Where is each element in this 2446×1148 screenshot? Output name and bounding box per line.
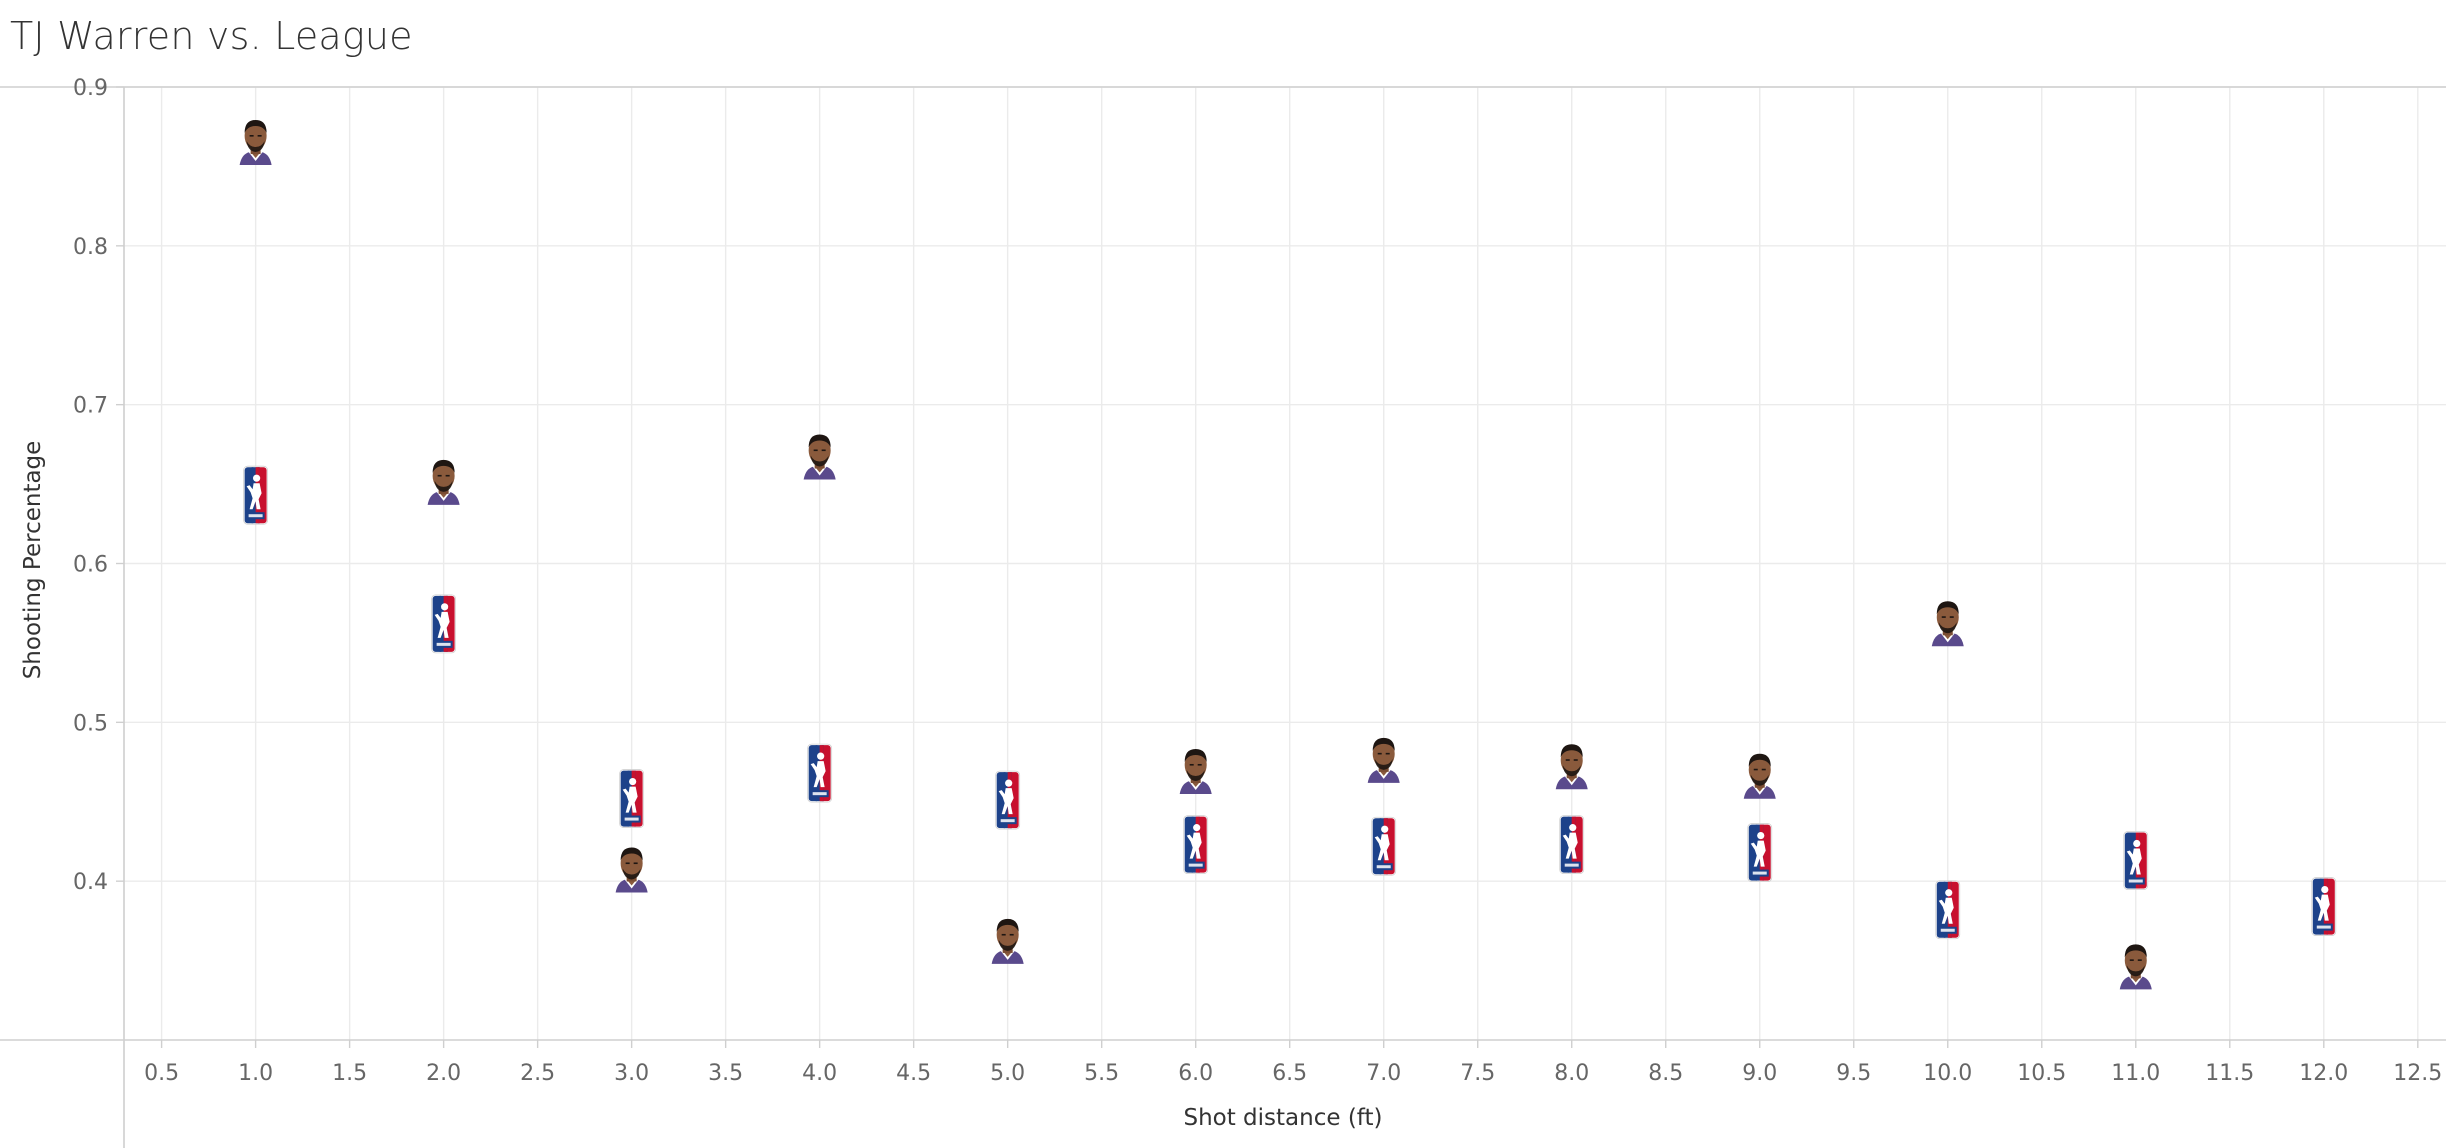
x-tick-label: 11.5 <box>2205 1061 2254 1086</box>
player-headshot-icon <box>1555 744 1588 790</box>
x-tick-label: 1.5 <box>332 1061 367 1086</box>
x-tick-label: 6.0 <box>1178 1061 1213 1086</box>
nba-logo-icon <box>1371 816 1397 876</box>
player-headshot-icon <box>1367 737 1400 783</box>
nba-logo-icon <box>1559 815 1585 875</box>
y-tick-label: 0.7 <box>73 394 108 419</box>
nba-logo-icon <box>1935 880 1961 940</box>
data-point[interactable] <box>1555 744 1588 790</box>
nba-logo-icon <box>1183 815 1209 875</box>
player-headshot-icon <box>1931 601 1964 647</box>
data-point[interactable] <box>1931 601 1964 647</box>
y-tick-label: 0.6 <box>73 553 108 578</box>
y-tick-label: 0.9 <box>73 76 108 101</box>
x-tick-label: 7.0 <box>1366 1061 1401 1086</box>
x-axis-title: Shot distance (ft) <box>1183 1105 1382 1131</box>
x-tick-label: 12.5 <box>2393 1061 2442 1086</box>
data-point[interactable] <box>2123 831 2149 890</box>
data-point[interactable] <box>243 465 269 525</box>
player-headshot-icon <box>239 120 272 166</box>
x-tick-label: 3.0 <box>614 1061 649 1086</box>
data-point[interactable] <box>619 769 645 828</box>
data-point[interactable] <box>1183 815 1209 875</box>
data-point[interactable] <box>1559 815 1585 875</box>
nba-logo-icon <box>243 465 269 525</box>
data-point[interactable] <box>1747 823 1773 882</box>
data-point[interactable] <box>803 434 836 480</box>
x-tick-label: 2.5 <box>520 1061 555 1086</box>
x-tick-label: 8.5 <box>1648 1061 1683 1086</box>
data-point[interactable] <box>2119 944 2152 990</box>
plot-frame <box>0 86 2446 1148</box>
nba-logo-icon <box>431 594 457 654</box>
data-point[interactable] <box>431 594 457 654</box>
x-tick-label: 0.5 <box>144 1061 179 1086</box>
data-point[interactable] <box>807 743 833 803</box>
y-tick-label: 0.5 <box>73 711 108 736</box>
x-tick-label: 9.5 <box>1836 1061 1871 1086</box>
x-tick-label: 12.0 <box>2299 1061 2348 1086</box>
data-point[interactable] <box>2311 877 2337 936</box>
x-tick-label: 8.0 <box>1554 1061 1589 1086</box>
y-tick-label: 0.4 <box>73 870 108 895</box>
chart-title: TJ Warren vs. League <box>10 14 413 58</box>
x-tick-label: 11.0 <box>2111 1061 2160 1086</box>
x-axis: 0.5 1.0 1.5 2.0 2.5 3.0 3.5 4.0 4.5 5.0 5.5 6.0 6.5 7… <box>144 1040 2442 1086</box>
x-tick-label: 4.5 <box>896 1061 931 1086</box>
player-headshot-icon <box>1743 753 1776 799</box>
nba-logo-icon <box>2311 877 2337 936</box>
x-tick-label: 10.0 <box>1923 1061 1972 1086</box>
data-point[interactable] <box>239 120 272 166</box>
player-headshot-icon <box>615 847 648 893</box>
nba-logo-icon <box>619 769 645 828</box>
player-headshot-icon <box>1179 748 1212 794</box>
data-point[interactable] <box>1367 737 1400 783</box>
x-tick-label: 6.5 <box>1272 1061 1307 1086</box>
x-tick-label: 5.5 <box>1084 1061 1119 1086</box>
x-tick-label: 10.5 <box>2017 1061 2066 1086</box>
data-point[interactable] <box>1935 880 1961 940</box>
data-point[interactable] <box>615 847 648 893</box>
x-tick-label: 3.5 <box>708 1061 743 1086</box>
grid-layer <box>124 86 2446 1040</box>
data-point[interactable] <box>1371 816 1397 876</box>
y-axis-title: Shooting Percentage <box>20 441 46 680</box>
data-point[interactable] <box>991 918 1024 964</box>
nba-logo-icon <box>807 743 833 803</box>
series-league <box>243 465 2337 940</box>
player-headshot-icon <box>991 918 1024 964</box>
data-point[interactable] <box>427 459 460 505</box>
player-headshot-icon <box>427 459 460 505</box>
data-marks <box>239 120 2337 990</box>
nba-logo-icon <box>995 770 1021 830</box>
nba-logo-icon <box>2123 831 2149 890</box>
x-tick-label: 9.0 <box>1742 1061 1777 1086</box>
player-headshot-icon <box>803 434 836 480</box>
y-tick-label: 0.8 <box>73 235 108 260</box>
data-point[interactable] <box>1179 748 1212 794</box>
data-point[interactable] <box>1743 753 1776 799</box>
nba-logo-icon <box>1747 823 1773 882</box>
player-headshot-icon <box>2119 944 2152 990</box>
data-point[interactable] <box>995 770 1021 830</box>
y-axis: 0.4 0.5 0.6 0.7 0.8 0.9 <box>73 76 124 895</box>
x-tick-label: 1.0 <box>238 1061 273 1086</box>
x-tick-label: 4.0 <box>802 1061 837 1086</box>
x-tick-label: 7.5 <box>1460 1061 1495 1086</box>
x-tick-label: 5.0 <box>990 1061 1025 1086</box>
series-tj-warren <box>239 120 2152 990</box>
x-tick-label: 2.0 <box>426 1061 461 1086</box>
